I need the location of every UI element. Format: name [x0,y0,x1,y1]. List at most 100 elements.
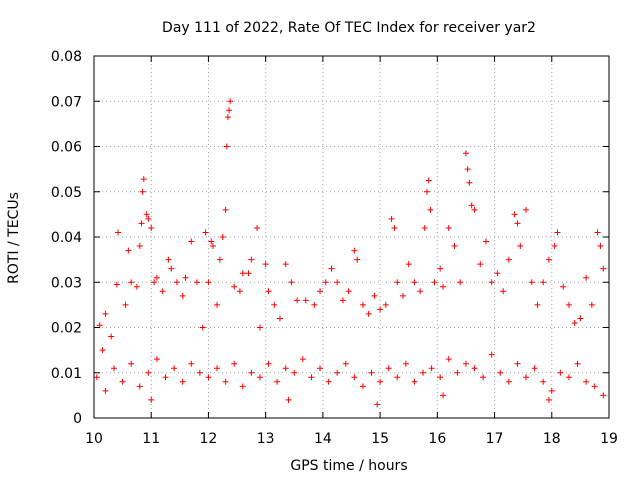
x-tick-label: 18 [543,431,561,447]
data-point [454,369,461,376]
data-point [411,378,418,385]
data-point [480,374,487,381]
data-point [400,292,406,299]
data-point [428,365,435,372]
data-point [102,387,109,394]
x-tick-label: 11 [142,431,160,447]
data-point [471,206,478,213]
data-point [540,378,547,385]
data-point [122,301,129,308]
data-point [128,279,135,286]
data-point [179,292,186,299]
data-point [334,279,341,286]
data-point [424,188,431,195]
data-point [265,360,272,367]
axis-ticks: 10 11 12 13 14 15 16 17 18 19 0 0.01 0.02 0.03 0.04 0.0… [51,49,618,447]
data-point [282,261,289,268]
data-point [151,279,158,286]
data-point [482,238,489,245]
data-point [394,374,401,381]
data-point [359,301,366,308]
data-point [466,179,473,186]
data-point [119,378,126,385]
data-point [517,243,524,250]
data-point [597,243,604,250]
data-point [248,256,255,263]
data-point [514,220,521,227]
y-tick-label: 0.03 [51,275,82,291]
y-tick-label: 0.05 [51,185,82,201]
data-point [374,401,381,408]
data-point [464,166,471,173]
data-point [153,356,160,363]
data-point [431,279,438,286]
data-point [440,283,447,290]
data-point [136,243,143,250]
data-point [285,396,292,403]
data-point [462,150,469,157]
data-point [365,310,372,317]
data-point [325,378,332,385]
data-point [594,229,601,236]
data-point [531,365,538,372]
data-point [437,374,444,381]
data-point [148,224,155,231]
data-point [194,279,200,286]
y-tick-label: 0.02 [51,321,82,337]
y-axis-label: ROTI / TECUs [6,192,22,284]
y-tick-label: 0.07 [51,94,82,110]
data-point [222,206,229,213]
data-point [385,365,392,372]
data-point [391,224,398,231]
data-point [138,220,145,227]
data-point [108,333,115,340]
data-point [345,288,352,295]
data-point [139,188,146,195]
data-point [288,279,295,286]
data-point [462,360,469,367]
data-point [179,378,186,385]
data-point [276,315,283,322]
data-point [216,256,223,263]
data-point [128,360,135,367]
data-point [236,288,243,295]
data-point [226,107,233,114]
data-point [574,360,581,367]
data-point [468,202,475,209]
data-point [445,356,452,363]
data-point [145,215,152,222]
data-point [171,365,178,372]
data-point [394,279,401,286]
x-tick-label: 15 [371,431,389,447]
data-point [291,369,298,376]
data-point [500,288,507,295]
y-tick-label: 0 [73,411,82,427]
data-point [222,378,229,385]
data-point [219,234,226,240]
data-point [227,98,234,105]
data-point [140,176,147,183]
data-point [488,351,495,358]
data-point [523,374,530,381]
data-point [402,360,409,367]
data-point [182,274,189,281]
data-point [299,356,306,363]
data-point [583,274,590,281]
data-point [571,319,578,326]
data-point [505,256,512,263]
data-point [210,243,217,250]
data-point [382,301,389,308]
y-tick-label: 0.06 [51,140,82,156]
data-point [317,288,324,295]
data-point [248,369,255,376]
data-point [334,369,341,376]
data-point [545,256,552,263]
data-point [540,279,547,286]
data-point [371,292,378,299]
data-point [354,256,361,263]
data-point [588,301,595,308]
data-point [583,378,590,385]
data-point [196,369,203,376]
